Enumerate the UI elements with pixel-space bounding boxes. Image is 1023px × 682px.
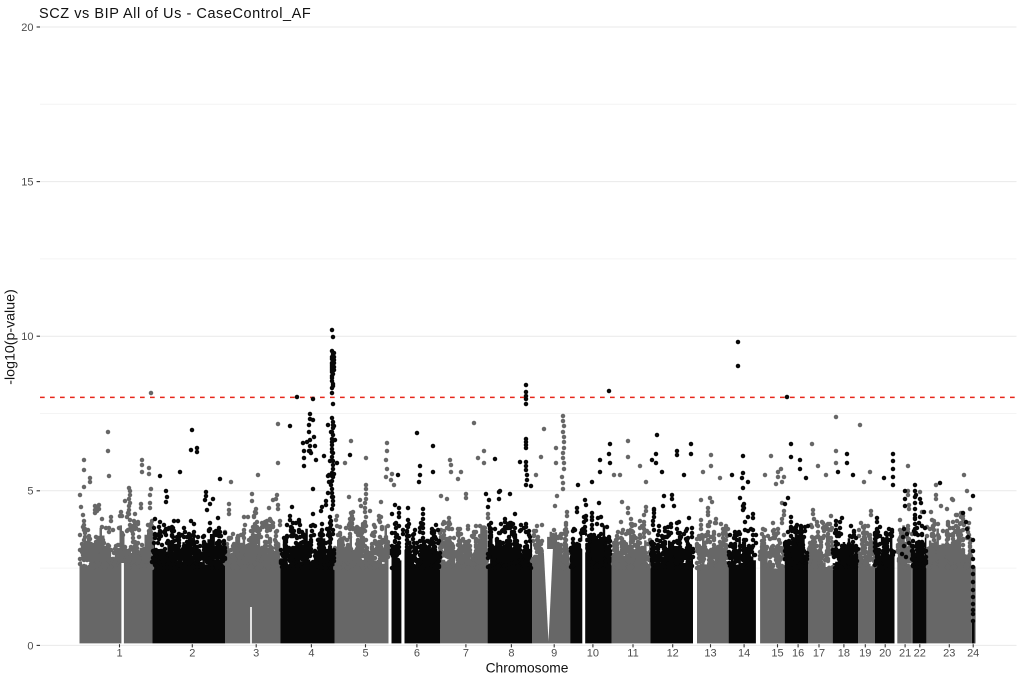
svg-text:18: 18 [838,647,850,659]
svg-text:17: 17 [813,647,825,659]
svg-text:9: 9 [551,647,557,659]
svg-text:13: 13 [704,647,716,659]
svg-text:21: 21 [899,647,911,659]
svg-text:10: 10 [21,331,33,343]
svg-text:5: 5 [27,486,33,498]
svg-text:22: 22 [914,647,926,659]
svg-text:14: 14 [738,647,750,659]
svg-text:6: 6 [414,647,420,659]
svg-text:24: 24 [967,647,979,659]
svg-text:3: 3 [253,647,259,659]
svg-text:1: 1 [116,647,122,659]
svg-text:15: 15 [771,647,783,659]
svg-text:20: 20 [21,22,33,34]
svg-text:2: 2 [189,647,195,659]
svg-text:16: 16 [792,647,804,659]
svg-text:7: 7 [463,647,469,659]
svg-text:5: 5 [362,647,368,659]
svg-text:15: 15 [21,177,33,189]
svg-text:19: 19 [859,647,871,659]
svg-text:10: 10 [587,647,599,659]
svg-text:11: 11 [627,647,638,659]
svg-text:0: 0 [27,640,33,652]
svg-text:SCZ vs BIP All of Us - CaseCon: SCZ vs BIP All of Us - CaseControl_AF [39,6,311,22]
svg-text:20: 20 [879,647,891,659]
svg-text:4: 4 [308,647,314,659]
svg-text:8: 8 [508,647,514,659]
svg-text:-log10(p-value): -log10(p-value) [3,289,19,384]
svg-text:Chromosome: Chromosome [486,661,569,676]
svg-text:12: 12 [667,647,679,659]
svg-text:23: 23 [943,647,955,659]
